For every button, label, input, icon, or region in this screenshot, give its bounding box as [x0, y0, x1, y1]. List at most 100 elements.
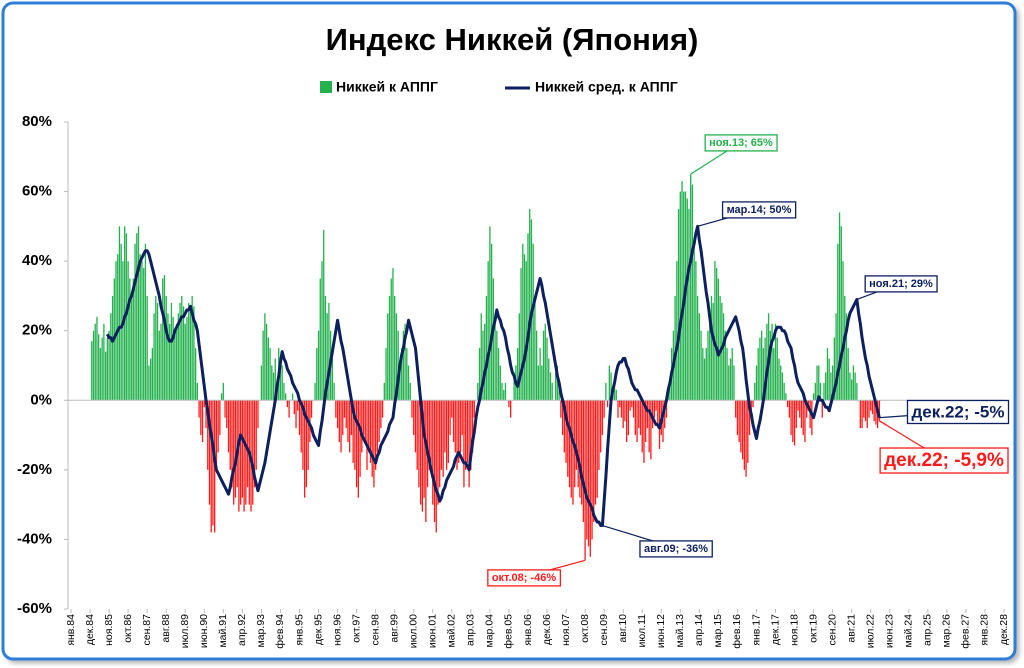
bar: [435, 400, 437, 533]
bar: [710, 295, 713, 401]
bar: [501, 382, 503, 401]
x-tick-label: авг.21: [845, 614, 857, 643]
bar: [343, 400, 346, 418]
bar: [690, 174, 692, 401]
bar: [646, 400, 649, 429]
x-tick-label: апр.03: [465, 614, 477, 646]
bar: [797, 400, 799, 411]
bar: [601, 400, 604, 436]
x-tick-label: сен.09: [598, 614, 610, 646]
bar: [851, 379, 853, 401]
bar: [705, 348, 707, 401]
bar: [579, 400, 581, 498]
bar: [620, 400, 623, 418]
bar: [406, 348, 408, 401]
bar: [826, 348, 829, 401]
legend-label: Никкей к АППГ: [336, 79, 438, 95]
bar: [589, 400, 591, 557]
bar: [345, 400, 347, 429]
bar: [297, 400, 299, 411]
bar: [224, 400, 226, 418]
x-tick-label: май.24: [903, 614, 915, 648]
bar: [449, 400, 451, 436]
bar: [831, 365, 834, 401]
bar: [239, 400, 242, 505]
bar: [674, 295, 676, 401]
bar: [786, 400, 789, 408]
bar: [629, 400, 631, 411]
bar: [695, 261, 697, 401]
bar: [814, 382, 816, 401]
x-tick-label: авг.88: [160, 614, 172, 643]
bar: [425, 400, 427, 523]
bar: [741, 400, 744, 460]
bar: [563, 400, 565, 453]
bar: [158, 330, 160, 401]
bar: [362, 400, 365, 436]
bar: [707, 330, 709, 401]
bar: [193, 306, 195, 401]
y-tick-label: 40%: [22, 252, 52, 269]
bar: [568, 400, 571, 488]
x-tick-label: янв.95: [293, 614, 305, 646]
bar: [200, 400, 202, 436]
bar: [703, 358, 706, 401]
chart-title: Индекс Никкей (Япония): [326, 22, 699, 57]
bar: [863, 400, 865, 418]
bar: [383, 382, 385, 401]
bar: [414, 400, 417, 453]
annotation-box: [639, 540, 713, 558]
bar: [586, 400, 588, 540]
x-tick-label: окт.08: [579, 614, 591, 643]
bar: [458, 400, 460, 463]
bar: [748, 400, 751, 436]
bar: [300, 400, 302, 453]
x-tick-label: дек.95: [312, 614, 324, 645]
bar: [265, 323, 268, 401]
x-tick-label: июн.01: [427, 614, 439, 648]
x-tick-label: окт.97: [350, 614, 362, 643]
bar: [840, 226, 842, 401]
bar: [729, 358, 732, 401]
bar: [357, 400, 359, 498]
x-tick-label: июл.89: [179, 614, 191, 648]
bar: [252, 400, 254, 505]
x-tick-label: дек.28: [998, 614, 1010, 645]
bar: [352, 400, 354, 463]
bar: [125, 233, 128, 401]
bar: [463, 400, 465, 488]
bar: [238, 400, 240, 512]
annotation-label: авг.09; -36%: [644, 543, 708, 555]
bar: [638, 400, 640, 429]
bar: [91, 341, 93, 401]
bar: [845, 313, 848, 401]
bar: [833, 337, 836, 401]
bar: [260, 365, 263, 401]
bar: [847, 348, 849, 401]
bar: [368, 400, 370, 453]
bar: [350, 400, 353, 436]
bar: [650, 400, 652, 460]
bar: [302, 400, 304, 470]
bar: [98, 334, 100, 401]
bar: [99, 348, 102, 401]
bar: [700, 330, 702, 401]
bar: [392, 268, 394, 401]
bar: [340, 400, 342, 453]
bar: [693, 243, 695, 401]
x-tick-label: дек.17: [769, 614, 781, 645]
bar: [181, 295, 183, 401]
bar: [719, 295, 721, 401]
bar: [342, 400, 344, 436]
bar: [657, 400, 659, 429]
x-tick-label: апр.92: [236, 614, 248, 646]
annotation-label: дек.22; -5,9%: [884, 450, 1004, 471]
y-tick-label: 20%: [22, 322, 52, 339]
bar: [624, 400, 626, 422]
bar: [184, 323, 186, 401]
bar: [245, 400, 247, 505]
bar: [355, 400, 358, 488]
bar: [745, 400, 747, 477]
bar: [546, 337, 548, 401]
annotation-box: [906, 399, 1010, 425]
